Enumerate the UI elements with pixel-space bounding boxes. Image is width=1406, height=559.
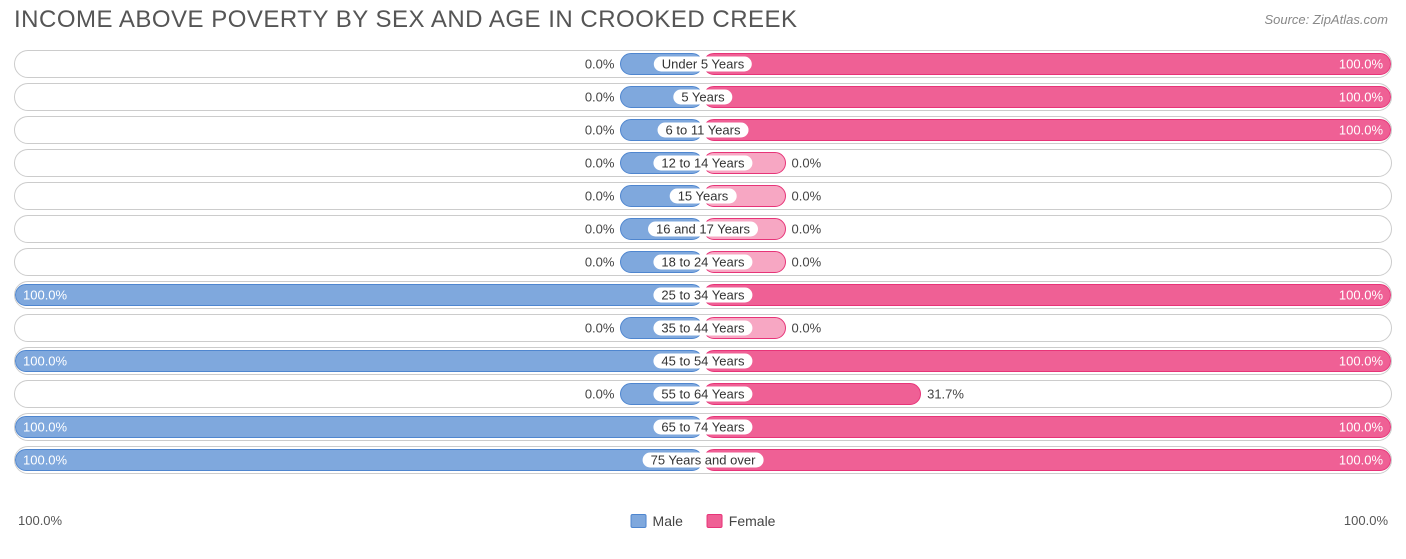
bar-row: 0.0% 0.0% 15 Years	[14, 182, 1392, 210]
female-value: 0.0%	[786, 156, 822, 171]
female-value: 100.0%	[1339, 90, 1391, 105]
bar-row: 100.0% 100.0% 75 Years and over	[14, 446, 1392, 474]
legend-female: Female	[707, 513, 776, 529]
male-value: 0.0%	[585, 123, 621, 138]
male-value: 0.0%	[585, 156, 621, 171]
category-label: 15 Years	[670, 189, 737, 204]
female-value: 100.0%	[1339, 453, 1391, 468]
category-label: 35 to 44 Years	[653, 321, 752, 336]
female-bar	[703, 53, 1391, 75]
female-bar	[703, 416, 1391, 438]
category-label: 5 Years	[673, 90, 732, 105]
male-value: 0.0%	[585, 90, 621, 105]
bar-row: 0.0% 100.0% 5 Years	[14, 83, 1392, 111]
male-bar	[15, 416, 703, 438]
female-value: 100.0%	[1339, 123, 1391, 138]
category-label: 6 to 11 Years	[658, 123, 749, 138]
male-value: 0.0%	[585, 321, 621, 336]
category-label: 18 to 24 Years	[653, 255, 752, 270]
female-bar	[703, 86, 1391, 108]
female-swatch	[707, 514, 723, 528]
diverging-bar-chart: 0.0% 100.0% Under 5 Years 0.0% 100.0% 5 Years…	[14, 50, 1392, 511]
category-label: 55 to 64 Years	[653, 387, 752, 402]
bar-row: 0.0% 31.7% 55 to 64 Years	[14, 380, 1392, 408]
axis-left-label: 100.0%	[18, 513, 62, 528]
bar-row: 100.0% 100.0% 45 to 54 Years	[14, 347, 1392, 375]
category-label: 16 and 17 Years	[648, 222, 758, 237]
bar-row: 0.0% 0.0% 18 to 24 Years	[14, 248, 1392, 276]
male-value: 100.0%	[15, 288, 67, 303]
female-value: 100.0%	[1339, 57, 1391, 72]
category-label: 75 Years and over	[643, 453, 764, 468]
male-value: 0.0%	[585, 189, 621, 204]
female-value: 100.0%	[1339, 354, 1391, 369]
female-value: 0.0%	[786, 255, 822, 270]
bar-row: 0.0% 0.0% 35 to 44 Years	[14, 314, 1392, 342]
female-value: 100.0%	[1339, 420, 1391, 435]
bar-row: 0.0% 100.0% 6 to 11 Years	[14, 116, 1392, 144]
category-label: 25 to 34 Years	[653, 288, 752, 303]
male-bar	[15, 350, 703, 372]
male-bar	[15, 284, 703, 306]
female-value: 100.0%	[1339, 288, 1391, 303]
male-value: 100.0%	[15, 453, 67, 468]
chart-title: INCOME ABOVE POVERTY BY SEX AND AGE IN C…	[14, 6, 798, 34]
bar-row: 100.0% 100.0% 65 to 74 Years	[14, 413, 1392, 441]
male-bar	[15, 449, 703, 471]
source-label: Source: ZipAtlas.com	[1264, 12, 1388, 27]
male-value: 0.0%	[585, 387, 621, 402]
category-label: 65 to 74 Years	[653, 420, 752, 435]
bar-row: 100.0% 100.0% 25 to 34 Years	[14, 281, 1392, 309]
female-bar	[703, 449, 1391, 471]
female-value: 0.0%	[786, 321, 822, 336]
female-value: 0.0%	[786, 189, 822, 204]
legend-female-label: Female	[729, 513, 776, 529]
category-label: 12 to 14 Years	[653, 156, 752, 171]
bar-row: 0.0% 0.0% 12 to 14 Years	[14, 149, 1392, 177]
bar-row: 0.0% 0.0% 16 and 17 Years	[14, 215, 1392, 243]
male-value: 100.0%	[15, 420, 67, 435]
category-label: 45 to 54 Years	[653, 354, 752, 369]
legend: Male Female	[621, 513, 786, 531]
male-value: 0.0%	[585, 57, 621, 72]
legend-male: Male	[631, 513, 683, 529]
axis-right-label: 100.0%	[1344, 513, 1388, 528]
female-bar	[703, 284, 1391, 306]
male-value: 0.0%	[585, 222, 621, 237]
male-swatch	[631, 514, 647, 528]
bar-row: 0.0% 100.0% Under 5 Years	[14, 50, 1392, 78]
female-value: 31.7%	[921, 387, 964, 402]
female-bar	[703, 119, 1391, 141]
female-bar	[703, 350, 1391, 372]
legend-male-label: Male	[653, 513, 683, 529]
male-value: 100.0%	[15, 354, 67, 369]
female-value: 0.0%	[786, 222, 822, 237]
category-label: Under 5 Years	[654, 57, 752, 72]
male-value: 0.0%	[585, 255, 621, 270]
